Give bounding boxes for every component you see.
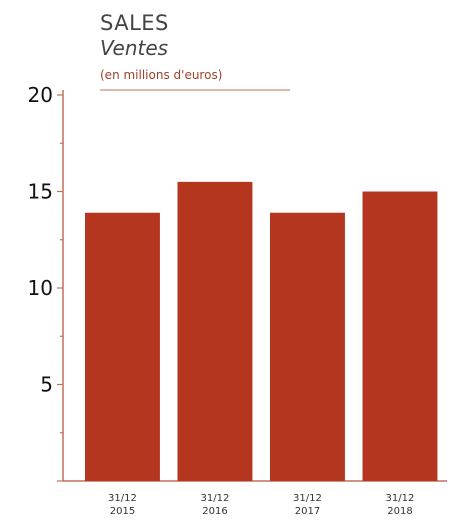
- y-tick-label: 5: [40, 373, 53, 397]
- bar: [270, 212, 345, 482]
- bar: [85, 212, 160, 482]
- x-tick-label: 2016: [202, 506, 227, 517]
- y-tick-label: 10: [28, 276, 53, 300]
- x-tick-label: 31/12: [293, 493, 322, 504]
- chart-title: SALES: [100, 11, 169, 35]
- x-tick-label: 2018: [387, 506, 412, 517]
- x-tick-label: 2017: [295, 506, 320, 517]
- x-axis-labels: 31/12 2015 31/12 2016 31/12 2017 31/12 2018: [108, 493, 414, 517]
- y-axis-ticks: [57, 94, 63, 482]
- x-tick-label: 31/12: [108, 493, 137, 504]
- y-tick-label: 15: [28, 180, 53, 204]
- bars: [85, 181, 438, 482]
- x-tick-label: 31/12: [386, 493, 415, 504]
- y-axis-labels: 5 10 15 20: [28, 83, 53, 397]
- x-tick-label: 2015: [110, 506, 135, 517]
- bar: [362, 191, 438, 481]
- bar: [177, 181, 253, 481]
- x-tick-label: 31/12: [201, 493, 230, 504]
- chart-subtitle: Ventes: [100, 36, 168, 60]
- chart-unit-label: (en millions d'euros): [100, 68, 222, 82]
- y-tick-label: 20: [28, 83, 53, 107]
